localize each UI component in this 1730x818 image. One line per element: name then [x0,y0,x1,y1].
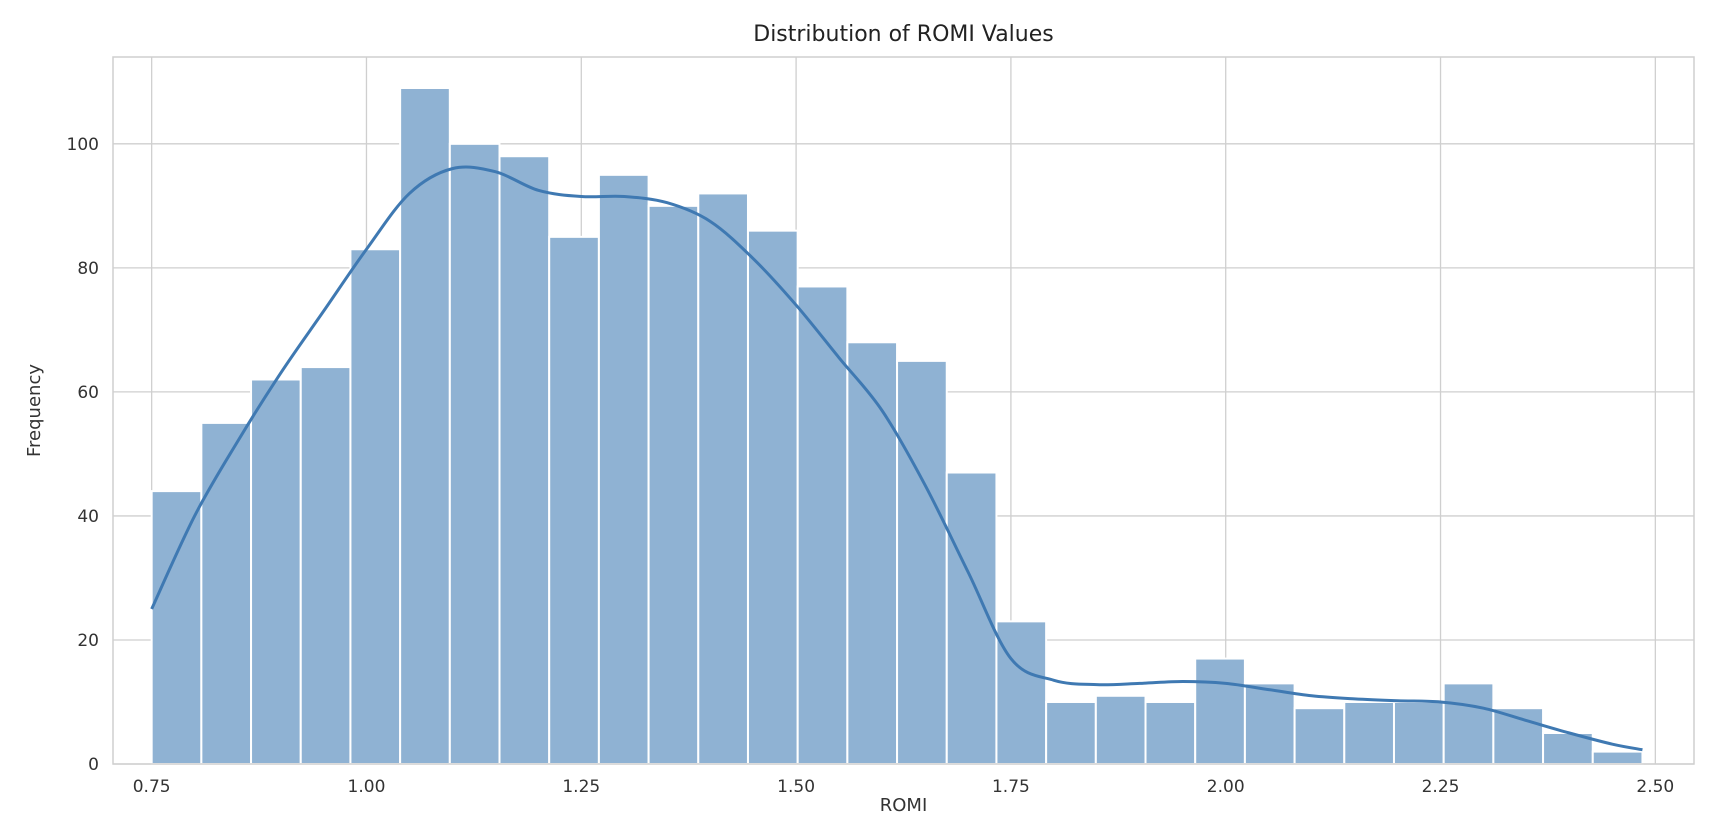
histogram-bar [1094,694,1147,765]
histogram-bar [1045,700,1097,766]
histogram-bar [1293,707,1346,765]
histogram-bar [647,204,700,765]
plot-frame [112,56,1695,765]
histogram-bar [399,87,451,765]
y-tick-label: 80 [77,259,99,279]
x-axis-title: ROMI [880,795,928,816]
histogram-bar [150,490,203,765]
y-tick-label: 20 [77,631,99,651]
x-tick-label: 2.25 [1422,777,1460,797]
x-tick-label: 1.75 [992,777,1030,797]
histogram-bar [597,173,650,766]
x-tick-label: 2.00 [1207,777,1245,797]
y-tick-label: 100 [67,135,99,155]
histogram-bar [846,341,899,765]
x-tick-label: 0.75 [133,777,171,797]
x-tick-label: 1.00 [348,777,386,797]
x-tick-label: 1.25 [562,777,600,797]
histogram-bar [1392,700,1445,766]
histogram-bar [995,620,1048,765]
histogram-bar [1442,682,1495,766]
histogram-bar [349,248,402,765]
y-tick-label: 60 [77,383,99,403]
histogram-bars [150,87,1644,766]
x-tick-label: 2.50 [1636,777,1674,797]
histogram-bar [1194,657,1246,766]
histogram-bar [200,421,253,765]
histogram-bar [697,192,749,765]
histogram-bar [1243,682,1296,766]
x-axis-ticks: 0.75 1.00 1.25 1.50 1.75 2.00 2.25 2.50 [133,777,1675,797]
y-tick-label: 0 [88,755,99,775]
histogram-bar [746,229,799,766]
histogram-bar [448,142,501,765]
kde-curve [150,165,1643,752]
histogram-bar [548,235,600,765]
y-tick-label: 40 [77,507,99,527]
histogram-bar [299,366,352,765]
chart-title: Distribution of ROMI Values [753,22,1053,47]
histogram-bar [1144,700,1197,766]
y-axis-ticks: 0 20 40 60 80 100 [67,135,99,775]
histogram-bar [250,378,302,765]
histogram-bar [1343,700,1395,766]
histogram-bar [498,155,551,765]
histogram-bar [896,359,948,765]
histogram-bar [1591,750,1644,766]
x-tick-label: 1.50 [777,777,815,797]
y-axis-title: Frequency [24,364,45,457]
